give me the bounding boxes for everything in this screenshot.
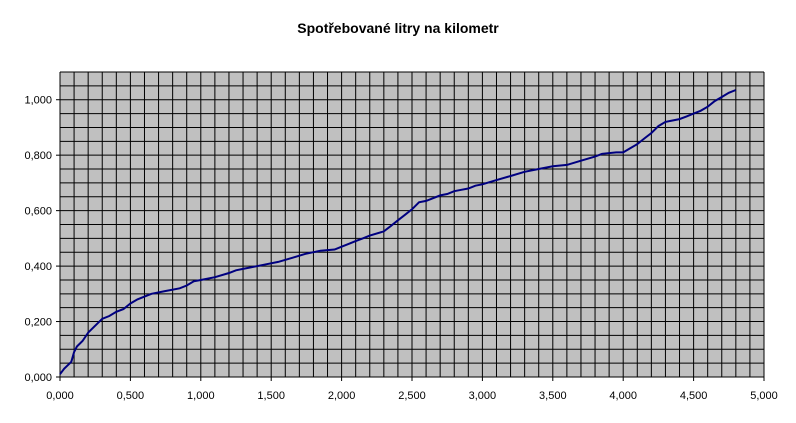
- y-tick-label: 0,200: [24, 317, 52, 329]
- chart-title: Spotřebované litry na kilometr: [297, 20, 499, 36]
- x-tick-label: 5,000: [750, 390, 778, 402]
- series-line: [59, 89, 737, 375]
- y-tick-label: 0,000: [24, 372, 52, 384]
- x-tick-label: 0,000: [46, 390, 74, 402]
- x-tick-label: 3,000: [469, 390, 497, 402]
- x-tick-label: 1,500: [257, 390, 285, 402]
- x-tick-label: 2,500: [398, 390, 426, 402]
- x-tick-label: 0,500: [117, 390, 145, 402]
- x-tick-labels: 0,000 0,500 1,000 1,500 2,000 2,500 3,000 3,500…: [46, 377, 778, 402]
- x-tick-label: 1,000: [187, 390, 215, 402]
- x-tick-label: 4,500: [680, 390, 708, 402]
- x-tick-label: 3,500: [539, 390, 567, 402]
- y-tick-label: 0,600: [24, 206, 52, 218]
- y-tick-label: 1,000: [24, 95, 52, 107]
- x-tick-label: 4,000: [609, 390, 637, 402]
- x-tick-label: 2,000: [328, 390, 356, 402]
- y-tick-labels: 0,000 0,200 0,400 0,600 0,800 1,000: [24, 95, 60, 384]
- y-tick-label: 0,400: [24, 261, 52, 273]
- y-tick-label: 0,800: [24, 150, 52, 162]
